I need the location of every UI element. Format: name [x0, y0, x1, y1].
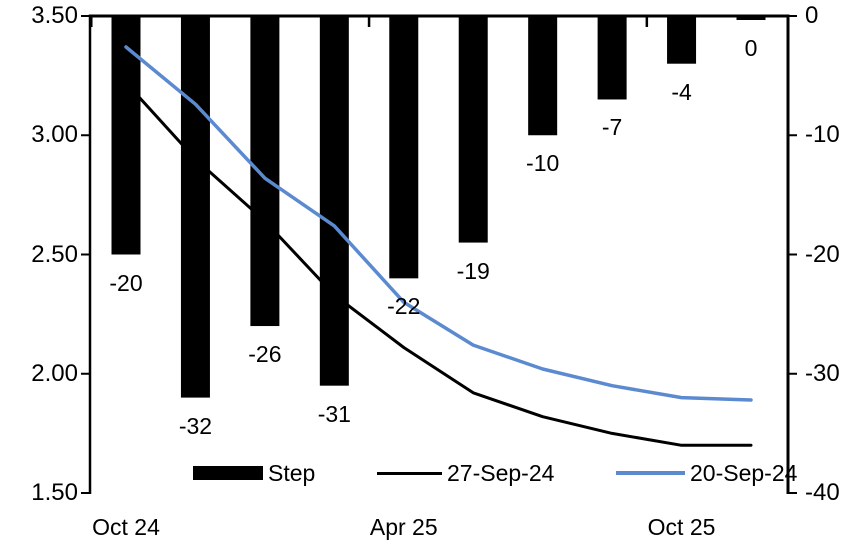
step-bar	[250, 14, 280, 327]
x-axis-tick-label: Oct 25	[647, 514, 716, 540]
left-axis-tick-label: 2.00	[31, 359, 78, 387]
bar-value-label: 0	[744, 35, 758, 61]
line-20-sep-24-swatch	[616, 471, 685, 475]
right-axis-tick-label: -10	[805, 121, 840, 149]
left-axis-tick-label: 3.00	[31, 121, 78, 149]
step-bar	[180, 14, 210, 398]
right-axis-tick-label: 0	[805, 2, 819, 29]
left-axis-tick-label: 2.50	[31, 240, 78, 268]
bar-value-label: -20	[109, 269, 143, 296]
bar-value-label: -10	[526, 150, 560, 177]
step-bar	[458, 14, 488, 243]
step-bar	[597, 14, 627, 100]
step-bar	[319, 14, 349, 386]
step-bar	[389, 14, 419, 279]
left-axis-tick-label: 1.50	[31, 479, 78, 506]
bar-value-label: -7	[601, 114, 623, 141]
right-axis-tick-label: -20	[805, 240, 840, 268]
legend-label-20-sep-24: 20-Sep-24	[690, 460, 798, 486]
step-bar	[528, 14, 558, 136]
line-27-sep-24	[124, 81, 753, 447]
right-axis-tick-label: -40	[805, 479, 840, 506]
left-axis-tick-label: 3.50	[31, 2, 78, 29]
bar-value-label: -22	[387, 293, 421, 320]
right-axis-tick-label: -30	[805, 359, 840, 387]
bar-value-label: -4	[671, 78, 692, 105]
x-axis-tick-label: Oct 24	[92, 514, 160, 540]
bar-value-label: -31	[317, 400, 351, 427]
bar-value-label: -19	[456, 257, 490, 284]
bar-value-label: -26	[248, 341, 282, 368]
legend-label-27-sep-24: 27-Sep-24	[447, 460, 555, 486]
x-axis-tick-label: Apr 25	[369, 514, 438, 540]
step-bar	[667, 14, 697, 64]
step-bar-swatch	[193, 466, 263, 480]
bar-value-label: -32	[178, 412, 213, 439]
line-20-sep-24	[124, 45, 753, 402]
legend-item-27-sep-24: 27-Sep-24	[377, 460, 554, 486]
legend-item-20-sep-24: 20-Sep-24	[616, 460, 797, 486]
legend-item-step: Step	[193, 460, 315, 486]
legend-label-step: Step	[268, 460, 316, 486]
line-27-sep-24-swatch	[377, 471, 442, 475]
step-bar	[111, 14, 141, 255]
